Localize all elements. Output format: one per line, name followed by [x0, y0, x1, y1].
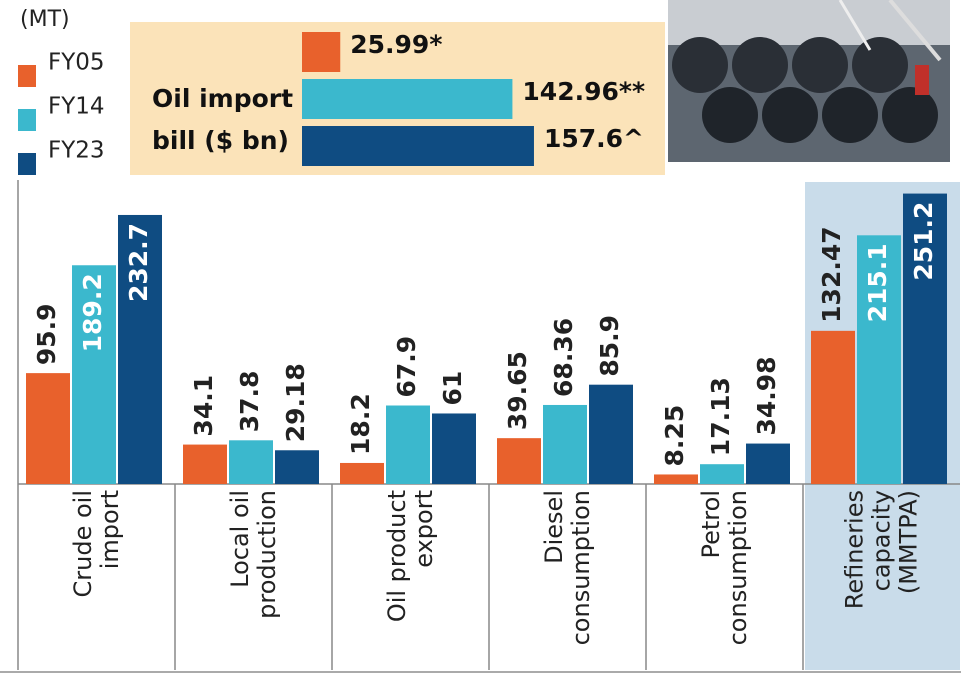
- value-label: 37.8: [235, 371, 264, 433]
- inset-value-label: 157.6^: [544, 124, 644, 153]
- legend-label: FY14: [48, 94, 105, 120]
- value-label: 34.1: [189, 375, 218, 437]
- inset-title: Oil import bill ($ bn): [152, 84, 294, 155]
- bar: [746, 443, 790, 484]
- legend-label: FY23: [48, 138, 105, 164]
- legend-label: FY05: [48, 50, 105, 76]
- legend-swatch: [18, 109, 36, 131]
- bar: [26, 373, 70, 484]
- category-label: Crude oil import: [68, 490, 124, 598]
- value-label: 17.13: [706, 377, 735, 456]
- bar: [811, 330, 855, 484]
- bar: [857, 235, 901, 484]
- inset-value-label: 142.96**: [522, 77, 645, 106]
- pipes-photo: [668, 0, 950, 162]
- bar: [183, 444, 227, 484]
- value-label: 39.65: [503, 351, 532, 430]
- value-label: 215.1: [863, 243, 892, 322]
- value-label: 189.2: [78, 273, 107, 352]
- bar: [700, 464, 744, 484]
- inset-bar: [302, 79, 513, 119]
- inset-bar: [302, 32, 341, 72]
- bar: [654, 474, 698, 484]
- bar: [432, 413, 476, 484]
- bar: [229, 440, 273, 484]
- value-label: 132.47: [817, 226, 846, 322]
- bar: [340, 462, 384, 484]
- value-label: 85.9: [595, 315, 624, 377]
- legend-swatch: [18, 65, 36, 87]
- value-label: 8.25: [660, 405, 689, 467]
- value-label: 18.2: [346, 393, 375, 455]
- bar: [589, 384, 633, 484]
- bar: [118, 214, 162, 484]
- value-label: 68.36: [549, 318, 578, 397]
- category-label: Oil product export: [382, 490, 438, 623]
- category-label: Local oil production: [225, 490, 281, 619]
- value-label: 61: [438, 371, 467, 406]
- category-label: Petrol consumption: [696, 490, 752, 646]
- value-label: 29.18: [281, 363, 310, 442]
- inset-bar: [302, 126, 534, 166]
- value-label: 232.7: [124, 223, 153, 302]
- category-label: Diesel consumption: [539, 490, 595, 646]
- inset-value-label: 25.99*: [350, 30, 442, 59]
- bar: [275, 450, 319, 484]
- unit-label: (MT): [20, 7, 70, 32]
- value-label: 34.98: [752, 356, 781, 435]
- value-label: 251.2: [909, 202, 938, 281]
- value-label: 67.9: [392, 336, 421, 398]
- bar: [903, 193, 947, 484]
- category-label: Refineries capacity (MMTPA): [840, 490, 922, 610]
- bar: [543, 404, 587, 484]
- bar: [497, 438, 541, 484]
- bar: [386, 405, 430, 484]
- legend-swatch: [18, 153, 36, 175]
- bar: [72, 265, 116, 484]
- value-label: 95.9: [32, 303, 61, 365]
